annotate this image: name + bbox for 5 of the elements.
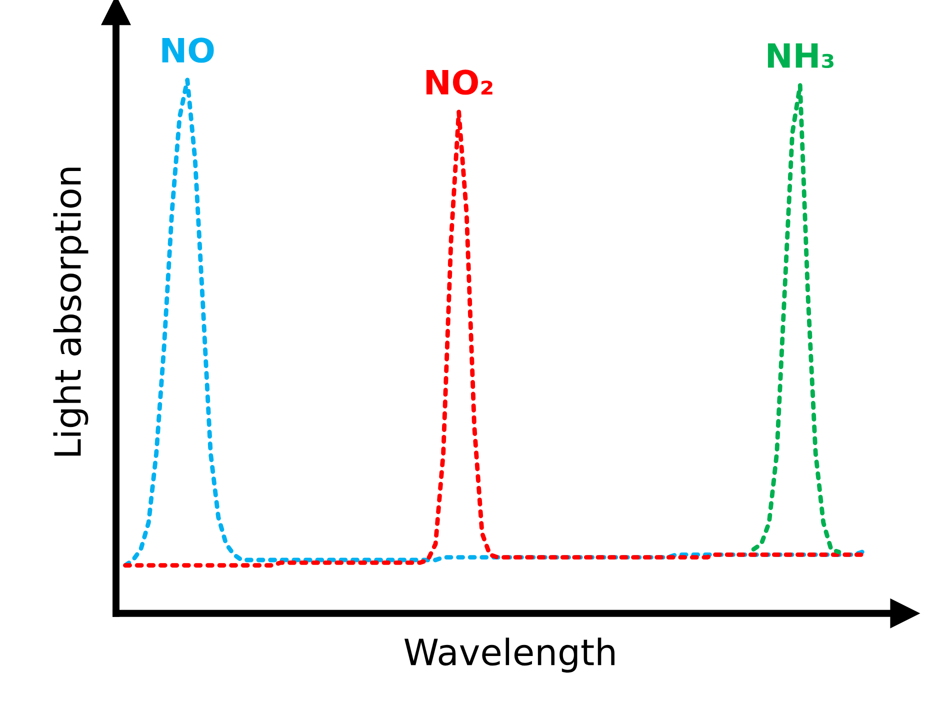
series-label: NO <box>162 38 214 63</box>
x-axis-title: Wavelength <box>404 638 614 673</box>
y-axis-title: Light absorption <box>53 168 88 456</box>
series-label: NH₃ <box>768 43 834 68</box>
series-label: NO₂ <box>426 70 492 95</box>
